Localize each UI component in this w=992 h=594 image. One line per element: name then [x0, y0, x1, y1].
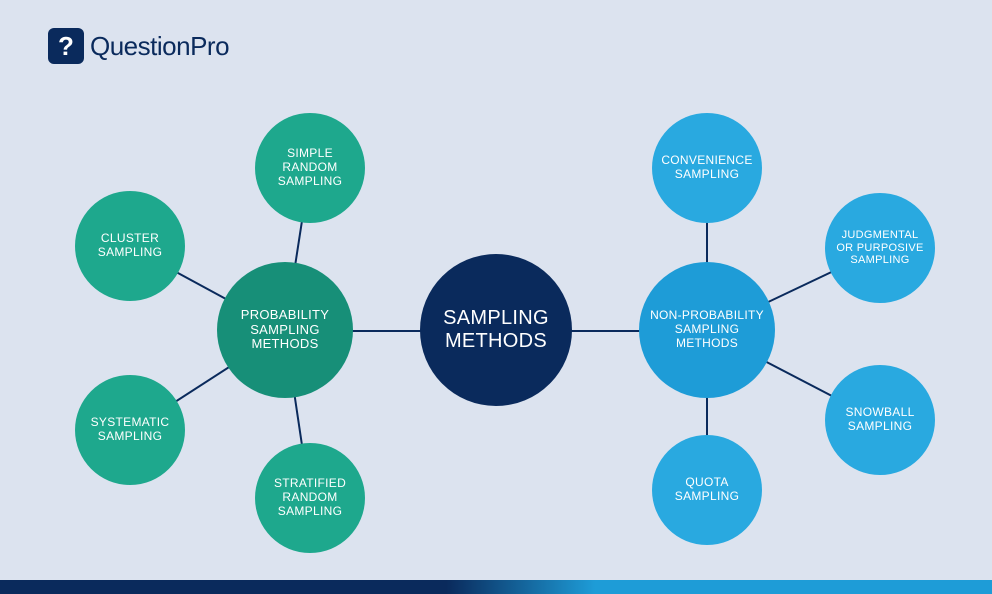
- node-label: JUDGMENTALOR PURPOSIVESAMPLING: [830, 229, 929, 267]
- node-label: NON-PROBABILITYSAMPLINGMETHODS: [644, 309, 770, 350]
- node-snowball: SNOWBALLSAMPLING: [825, 365, 935, 475]
- node-stratified: STRATIFIEDRANDOMSAMPLING: [255, 443, 365, 553]
- node-label: SAMPLINGMETHODS: [437, 307, 555, 353]
- node-label: STRATIFIEDRANDOMSAMPLING: [268, 477, 352, 518]
- node-cluster: CLUSTERSAMPLING: [75, 191, 185, 301]
- node-label: CLUSTERSAMPLING: [92, 232, 168, 260]
- node-label: SNOWBALLSAMPLING: [839, 406, 920, 434]
- node-layer: SAMPLINGMETHODS PROBABILITYSAMPLINGMETHOD…: [0, 0, 992, 594]
- node-center: SAMPLINGMETHODS: [420, 254, 572, 406]
- node-label: CONVENIENCESAMPLING: [655, 154, 758, 182]
- node-convenience: CONVENIENCESAMPLING: [652, 113, 762, 223]
- node-label: SIMPLERANDOMSAMPLING: [272, 147, 348, 188]
- node-left_hub: PROBABILITYSAMPLINGMETHODS: [217, 262, 353, 398]
- node-quota: QUOTASAMPLING: [652, 435, 762, 545]
- node-label: SYSTEMATICSAMPLING: [85, 416, 176, 444]
- footer-accent-bar: [0, 580, 992, 594]
- node-label: QUOTASAMPLING: [669, 476, 745, 504]
- node-judgmental: JUDGMENTALOR PURPOSIVESAMPLING: [825, 193, 935, 303]
- node-label: PROBABILITYSAMPLINGMETHODS: [235, 308, 336, 353]
- node-simple_random: SIMPLERANDOMSAMPLING: [255, 113, 365, 223]
- node-systematic: SYSTEMATICSAMPLING: [75, 375, 185, 485]
- node-right_hub: NON-PROBABILITYSAMPLINGMETHODS: [639, 262, 775, 398]
